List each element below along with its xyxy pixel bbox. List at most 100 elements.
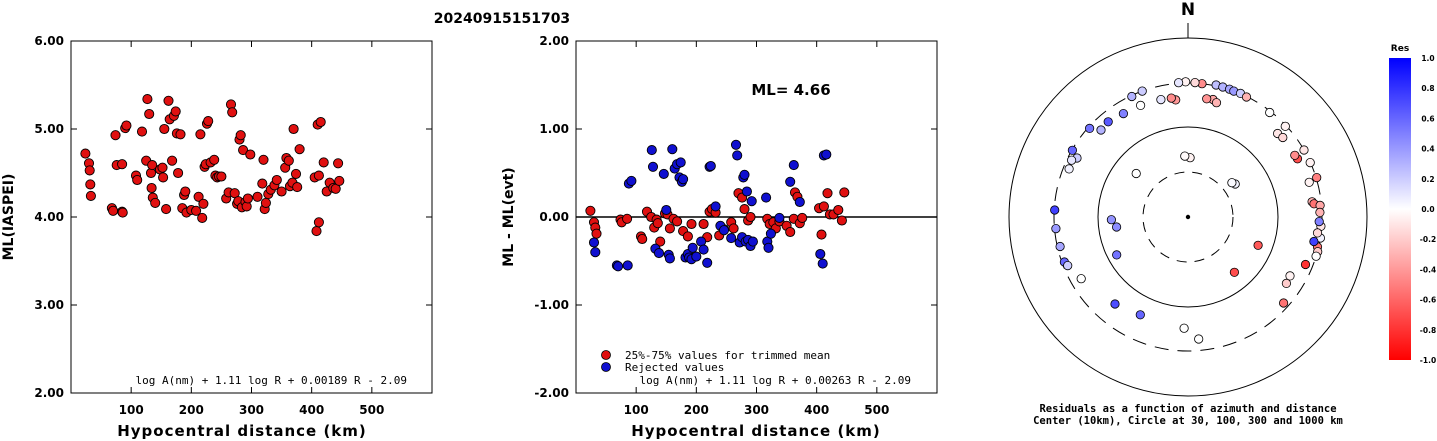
data-point	[180, 186, 191, 197]
data-point	[227, 107, 238, 118]
data-point	[271, 174, 282, 186]
caption-line-2: Center (10km), Circle at 30, 100, 300 an…	[1033, 415, 1343, 427]
data-point	[209, 154, 220, 165]
data-point	[294, 144, 305, 155]
data-point	[698, 244, 709, 255]
data-point	[258, 154, 269, 165]
y-tick-label: 0.00	[539, 210, 569, 224]
data-point	[637, 233, 648, 245]
data-point	[626, 175, 637, 186]
y-tick-label: 3.00	[34, 298, 64, 312]
data-point	[175, 129, 186, 140]
colorbar-gradient	[1389, 58, 1411, 360]
data-point	[788, 160, 799, 171]
data-point	[739, 169, 750, 180]
data-point	[658, 168, 669, 179]
data-point	[613, 261, 624, 272]
data-point	[821, 149, 832, 160]
data-point	[817, 258, 828, 269]
data-point	[260, 197, 271, 208]
data-point	[836, 215, 847, 226]
x-tick-label: 300	[744, 403, 769, 417]
data-point	[117, 159, 128, 170]
data-point	[797, 212, 808, 223]
station-residual-point	[1202, 94, 1212, 104]
station-residual-point	[1137, 86, 1147, 96]
colorbar-tick-label: 0.6	[1421, 114, 1434, 123]
data-point	[702, 257, 713, 268]
x-tick-label: 200	[179, 403, 204, 417]
data-point	[216, 171, 227, 182]
station-residual-point	[1300, 259, 1311, 270]
colorbar-tick-label: -0.6	[1420, 296, 1436, 305]
station-residual-point	[1299, 145, 1309, 155]
station-residual-point	[1067, 155, 1077, 165]
data-point	[664, 223, 675, 234]
data-point	[585, 205, 596, 216]
station-residual-point	[1136, 100, 1146, 111]
station-residual-point	[1067, 145, 1078, 155]
data-point	[652, 218, 663, 229]
data-point	[682, 231, 693, 242]
legend: 25%-75% values for trimmed mean Rejected…	[601, 349, 830, 374]
x-tick-label: 500	[864, 403, 889, 417]
y-tick-label: -1.00	[534, 298, 569, 312]
station-residual-point	[1112, 250, 1122, 260]
station-residual-point	[1311, 251, 1321, 261]
colorbar-tick-label: 1.0	[1421, 54, 1434, 63]
data-point	[142, 94, 153, 105]
station-residual-point	[1118, 109, 1129, 119]
station-residual-point	[1229, 267, 1240, 277]
data-point	[173, 167, 184, 179]
y-tick-label: -2.00	[534, 386, 569, 400]
station-residual-point	[1064, 164, 1074, 174]
station-residual-point	[1241, 92, 1252, 102]
station-residual-point	[1309, 236, 1319, 247]
x-tick-label: 400	[804, 403, 829, 417]
data-point	[238, 145, 249, 156]
data-point	[588, 237, 600, 248]
y-tick-label: 2.00	[34, 386, 64, 400]
colorbar-tick-label: -0.8	[1420, 326, 1436, 335]
data-point	[794, 196, 805, 208]
figure-title: 20240915151703	[434, 11, 570, 27]
formula-label: log A(nm) + 1.11 log R + 0.00263 R - 2.0…	[639, 374, 911, 387]
data-point	[590, 247, 601, 258]
x-tick-label: 400	[299, 403, 324, 417]
station-residual-point	[1076, 274, 1086, 284]
data-point	[698, 218, 709, 230]
data-point	[242, 193, 253, 204]
data-point	[833, 204, 844, 216]
station-residual-point	[1211, 98, 1222, 108]
colorbar-title: Res	[1391, 44, 1409, 54]
x-tick-label: 200	[684, 403, 709, 417]
data-point	[591, 228, 602, 239]
legend-marker-red	[601, 350, 611, 360]
data-point	[147, 160, 158, 171]
data-point	[822, 188, 833, 199]
data-point	[121, 120, 132, 131]
data-point	[292, 182, 303, 193]
station-residual-point	[1265, 107, 1275, 118]
data-point	[288, 123, 299, 135]
colorbar-tick-label: 0.0	[1421, 205, 1434, 214]
data-point	[158, 172, 169, 183]
ring-30km	[1142, 171, 1234, 263]
data-point	[741, 186, 752, 197]
x-tick-label: 100	[119, 403, 144, 417]
station-residual-point	[1285, 271, 1295, 281]
station-residual-point	[1314, 217, 1324, 227]
station-residual-point	[1190, 78, 1200, 88]
station-residual-point	[1290, 150, 1300, 160]
data-point	[664, 253, 675, 264]
data-point	[691, 251, 702, 262]
data-point	[334, 175, 345, 186]
data-point	[718, 225, 730, 236]
y-axis-label: ML - ML(evt)	[501, 167, 517, 266]
station-residual-point	[1304, 177, 1314, 187]
data-point	[818, 201, 829, 212]
data-point	[815, 248, 826, 260]
y-tick-label: 5.00	[34, 122, 64, 136]
data-point	[667, 144, 678, 155]
station-residual-point	[1127, 91, 1137, 102]
